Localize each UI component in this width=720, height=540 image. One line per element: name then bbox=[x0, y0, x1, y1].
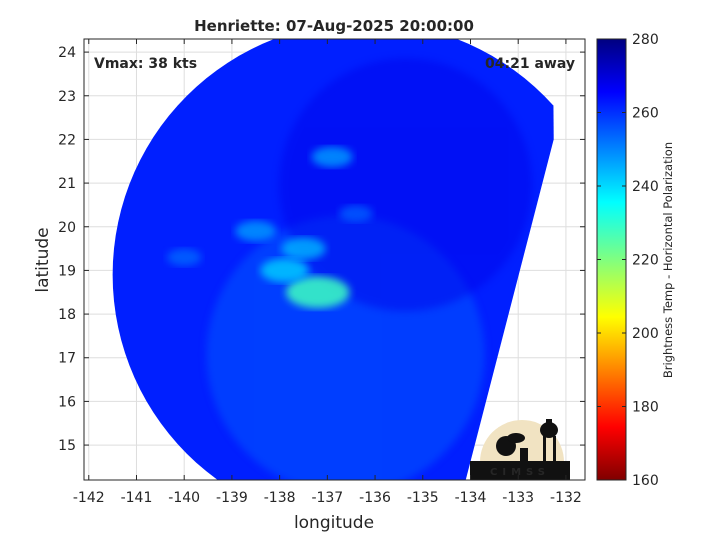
y-tick-label: 15 bbox=[58, 438, 76, 454]
cimss-logo-text: CIMSS bbox=[490, 467, 550, 478]
x-tick-label: -139 bbox=[216, 490, 248, 506]
warm-feature bbox=[281, 237, 326, 260]
y-tick-label: 17 bbox=[58, 351, 76, 367]
y-tick-label: 21 bbox=[58, 176, 76, 192]
y-tick-label: 20 bbox=[58, 220, 76, 236]
cimss-logo: CIMSS bbox=[470, 419, 570, 480]
colorbar-label: Brightness Temp - Horizontal Polarizatio… bbox=[661, 142, 675, 378]
y-axis-label: latitude bbox=[33, 227, 53, 292]
y-axis: 15 16 17 18 19 20 21 22 23 24 bbox=[58, 45, 585, 454]
colorbar-tick-label: 280 bbox=[632, 32, 659, 48]
warm-feature bbox=[285, 276, 350, 309]
microwave-swath bbox=[112, 39, 554, 480]
colorbar-tick-label: 260 bbox=[632, 106, 659, 122]
warm-feature bbox=[166, 248, 202, 266]
plot-frame bbox=[83, 38, 586, 481]
warm-feature bbox=[339, 205, 373, 223]
y-tick-label: 16 bbox=[58, 394, 76, 410]
x-tick-label: -140 bbox=[168, 490, 200, 506]
warm-feature bbox=[260, 258, 309, 283]
x-tick-label: -136 bbox=[359, 490, 391, 506]
swath-body bbox=[112, 39, 554, 480]
chart-title: Henriette: 07-Aug-2025 20:00:00 bbox=[194, 17, 474, 35]
y-tick-label: 23 bbox=[58, 89, 76, 105]
x-tick-label: -135 bbox=[407, 490, 439, 506]
y-tick-label: 19 bbox=[58, 263, 76, 279]
colorbar-ticks: 160 180 200 220 240 260 280 bbox=[597, 32, 659, 489]
warm-feature bbox=[235, 220, 277, 242]
x-tick-label: -141 bbox=[121, 490, 153, 506]
x-tick-label: -132 bbox=[550, 490, 582, 506]
x-tick-label: -134 bbox=[455, 490, 487, 506]
colorbar bbox=[596, 38, 627, 481]
vmax-label: Vmax: 38 kts bbox=[94, 56, 197, 72]
x-axis: -142 -141 -140 -139 -138 -137 -136 -135 -134 -133… bbox=[73, 39, 582, 506]
x-tick-label: -137 bbox=[311, 490, 343, 506]
colorbar-tick-label: 160 bbox=[632, 473, 659, 489]
colorbar-tick-label: 180 bbox=[632, 400, 659, 416]
x-tick-label: -142 bbox=[73, 490, 105, 506]
warm-feature bbox=[311, 146, 353, 168]
time-away-label: 04:21 away bbox=[485, 56, 575, 72]
x-tick-label: -133 bbox=[502, 490, 534, 506]
colorbar-tick-label: 240 bbox=[632, 179, 659, 195]
swath-cold-band bbox=[279, 58, 532, 312]
colorbar-tick-label: 200 bbox=[632, 326, 659, 342]
y-tick-label: 24 bbox=[58, 45, 76, 61]
y-tick-label: 18 bbox=[58, 307, 76, 323]
x-tick-label: -138 bbox=[264, 490, 296, 506]
colorbar-tick-label: 220 bbox=[632, 253, 659, 269]
x-axis-label: longitude bbox=[294, 513, 374, 533]
y-tick-label: 22 bbox=[58, 132, 76, 148]
